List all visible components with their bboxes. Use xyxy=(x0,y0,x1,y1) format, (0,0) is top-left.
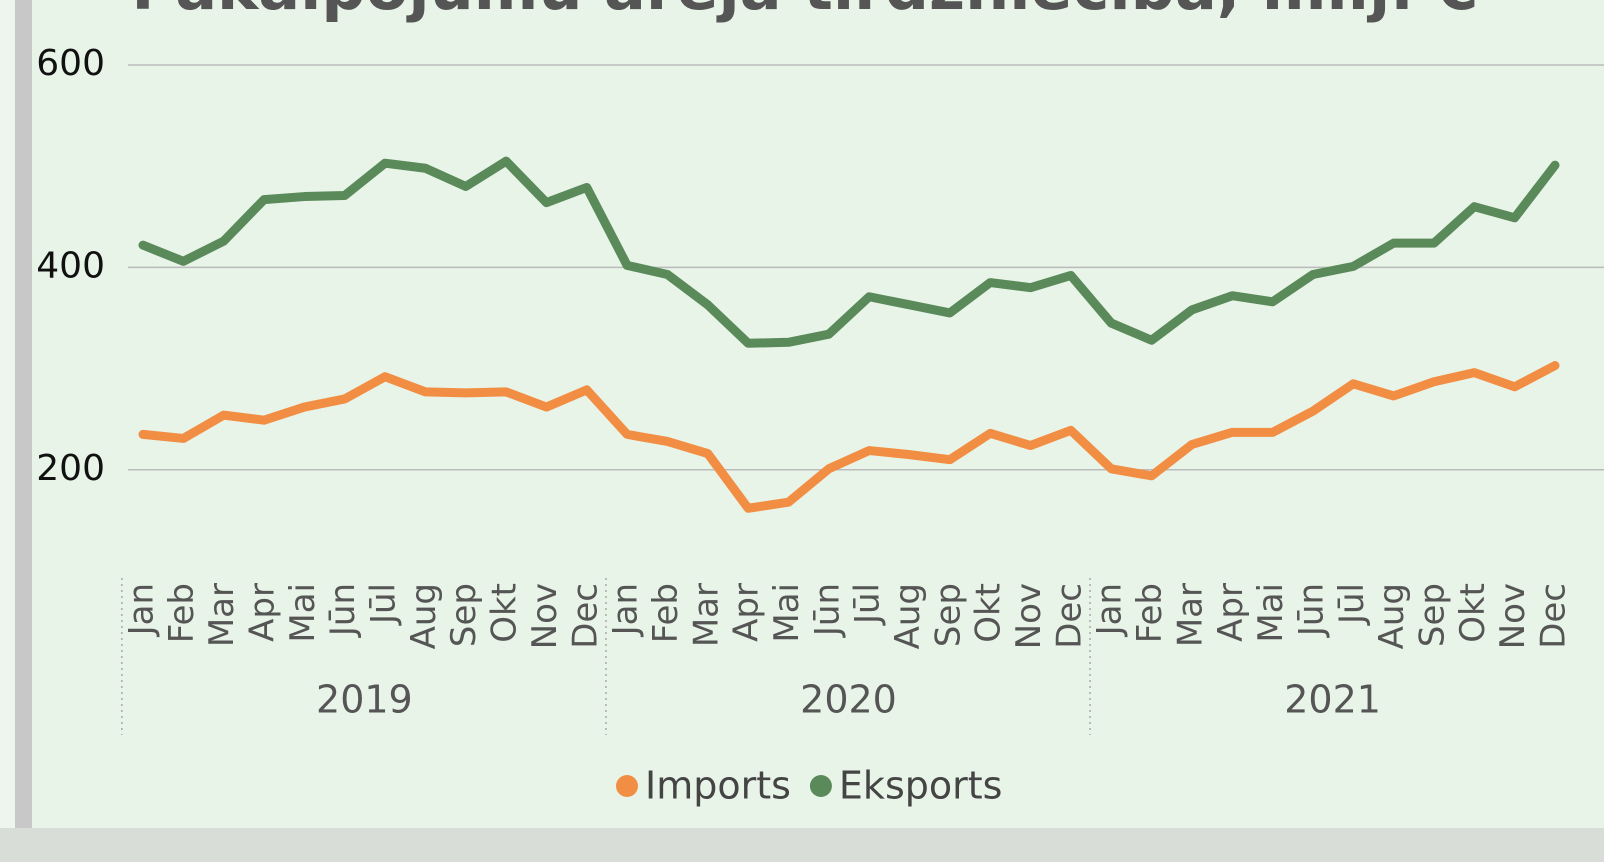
x-tick-label: Mar xyxy=(1170,583,1210,647)
x-tick-label: Apr xyxy=(243,583,283,642)
x-tick-label: Mar xyxy=(686,583,726,647)
panel-border xyxy=(0,828,1604,862)
legend-label: Eksports xyxy=(839,764,1003,808)
x-group-label: 2020 xyxy=(800,678,897,722)
x-tick-label: Sep xyxy=(928,583,968,647)
x-tick-label: Jūn xyxy=(1291,583,1331,638)
series-line xyxy=(138,361,1560,513)
legend-marker xyxy=(616,775,638,797)
x-tick-label: Jūl xyxy=(364,583,404,626)
legend-marker xyxy=(809,775,832,797)
x-tick-label: Jan xyxy=(122,583,162,637)
x-tick-label: Sep xyxy=(444,583,484,647)
x-tick-label: Jūl xyxy=(1332,583,1372,626)
x-tick-label: Apr xyxy=(727,583,767,642)
legend-label: Imports xyxy=(645,764,791,808)
neighbor-panel xyxy=(0,0,15,862)
y-tick-label: 400 xyxy=(36,245,105,286)
x-tick-label: Jan xyxy=(606,583,646,637)
x-tick-label: Mai xyxy=(283,583,323,643)
x-tick-label: Nov xyxy=(1009,583,1049,649)
x-tick-label: Mai xyxy=(767,583,807,643)
x-tick-label: Aug xyxy=(1372,583,1412,649)
x-tick-label: Mar xyxy=(202,583,242,647)
x-tick-label: Feb xyxy=(646,583,686,643)
y-tick-label: 200 xyxy=(36,448,105,489)
x-tick-label: Sep xyxy=(1412,583,1452,647)
x-tick-label: Jūl xyxy=(848,583,888,626)
x-tick-label: Dec xyxy=(1049,583,1089,649)
x-tick-label: Aug xyxy=(404,583,444,649)
x-tick-label: Okt xyxy=(485,583,525,643)
x-tick-label: Jūn xyxy=(323,583,363,638)
x-tick-label: Okt xyxy=(1453,583,1493,643)
series-line xyxy=(138,156,1560,348)
x-tick-label: Mai xyxy=(1251,583,1291,643)
x-tick-label: Apr xyxy=(1211,583,1251,642)
x-tick-label: Jan xyxy=(1090,583,1130,637)
x-tick-label: Dec xyxy=(565,583,605,649)
x-tick-label: Nov xyxy=(1493,583,1533,649)
panel-border xyxy=(15,0,32,862)
x-tick-label: Aug xyxy=(888,583,928,649)
x-tick-label: Nov xyxy=(525,583,565,649)
chart-title: Pakalpojumu ārējā tirdzniecība, milj. € xyxy=(131,0,1478,24)
x-group-label: 2021 xyxy=(1284,678,1381,722)
x-tick-label: Okt xyxy=(969,583,1009,643)
x-tick-label: Feb xyxy=(162,583,202,643)
x-group-label: 2019 xyxy=(316,678,413,722)
y-tick-label: 600 xyxy=(36,43,105,84)
x-tick-label: Dec xyxy=(1534,583,1574,649)
x-tick-label: Jūn xyxy=(807,583,847,638)
x-tick-label: Feb xyxy=(1130,583,1170,643)
